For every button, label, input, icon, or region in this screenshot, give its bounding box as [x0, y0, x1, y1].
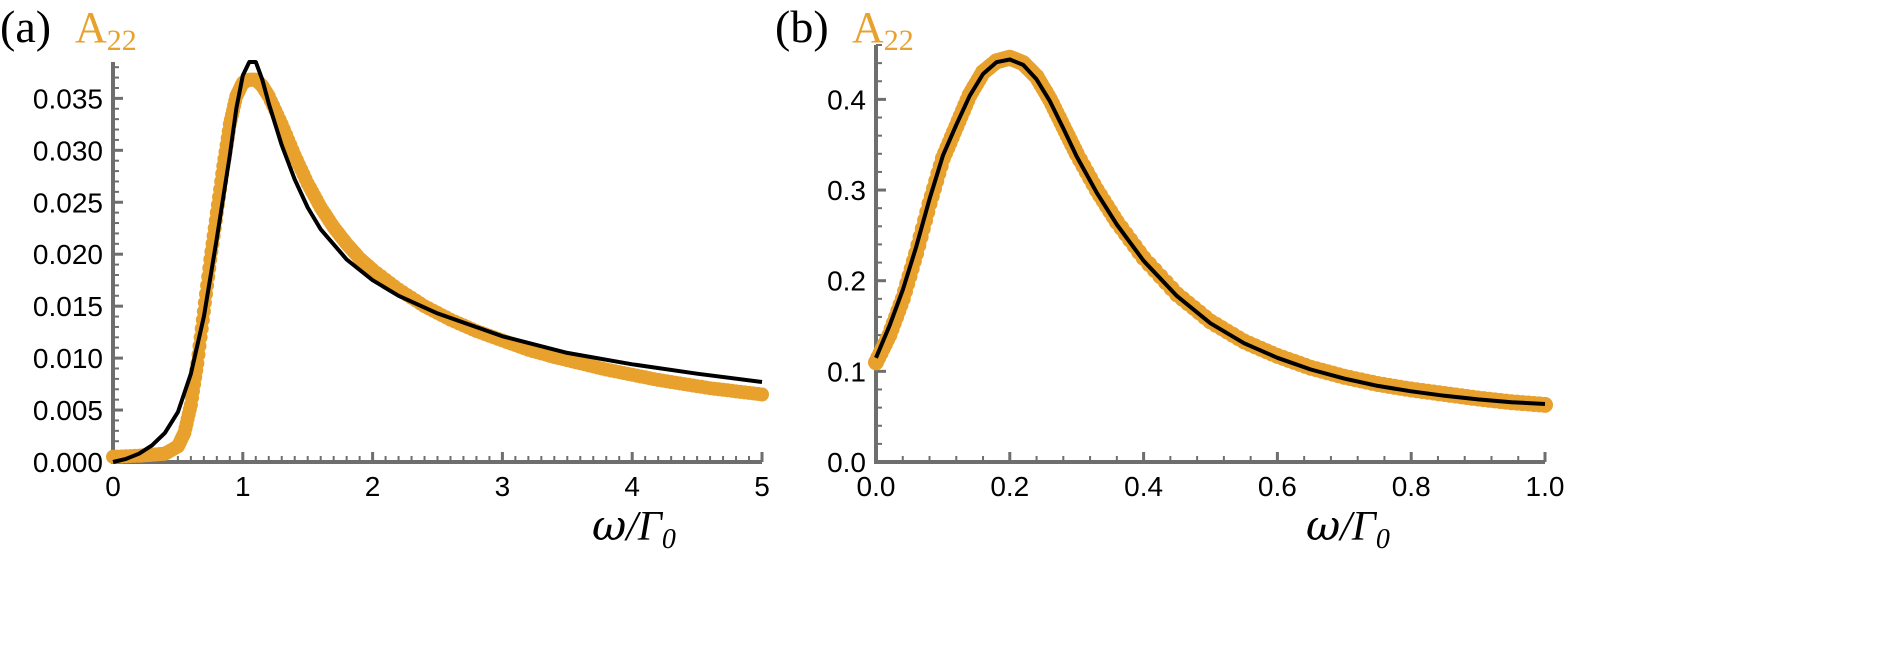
- panel-label: (a): [0, 1, 51, 52]
- x-axis-label-slash: /: [624, 504, 641, 550]
- y-tick-label: 0.1: [827, 356, 866, 387]
- fit-line: [874, 57, 1546, 406]
- x-axis-label-omega: ω: [592, 501, 626, 550]
- x-axis-label: ω/Γ0: [592, 501, 676, 555]
- x-axis-label-omega: ω: [1306, 501, 1340, 550]
- panel-label: (b): [775, 1, 829, 52]
- x-axis-label-subscript: 0: [662, 524, 676, 555]
- y-axis-label-subscript: 22: [107, 24, 137, 57]
- data-point: [1537, 396, 1553, 413]
- data-point: [755, 387, 769, 402]
- y-axis-label-main: A: [852, 3, 884, 52]
- y-tick-label: 0.020: [33, 239, 103, 270]
- y-tick-label: 0.0: [827, 447, 866, 478]
- y-tick-label: 0.4: [827, 84, 866, 115]
- x-tick-label: 1: [235, 471, 251, 502]
- x-tick-label: 0.8: [1392, 471, 1431, 502]
- y-tick-label: 0.030: [33, 135, 103, 166]
- x-tick-label: 3: [495, 471, 511, 502]
- y-axis-label-main: A: [75, 3, 107, 52]
- y-axis-label: A22: [75, 3, 137, 57]
- panel-a: (a) A22 0.000 0.005 0.010 0.015 0.020 0.025 0.03…: [0, 1, 770, 555]
- y-axis-label: A22: [852, 3, 914, 57]
- x-tick-label: 4: [624, 471, 640, 502]
- y-tick-label: 0.000: [33, 447, 103, 478]
- y-axis-label-subscript: 22: [884, 24, 914, 57]
- y-tick-label: 0.005: [33, 395, 103, 426]
- panel-b: (b) A22 0.0 0.1 0.2 0.3 0.4 0.0 0.2 0.4 0.6 0.8 1.0 ω…: [775, 1, 1564, 555]
- x-axis-label: ω/Γ0: [1306, 501, 1390, 555]
- y-tick-label: 0.3: [827, 175, 866, 206]
- x-axis-label-slash: /: [1338, 504, 1355, 550]
- x-axis-label-subscript: 0: [1376, 524, 1390, 555]
- x-tick-label: 0.0: [857, 471, 896, 502]
- x-axis-label-gamma: Γ: [1351, 504, 1378, 550]
- y-tick-label: 0.025: [33, 187, 103, 218]
- fit-line: [112, 60, 763, 464]
- x-tick-label: 2: [365, 471, 381, 502]
- dots-series: [106, 72, 769, 464]
- x-tick-label: 0.2: [990, 471, 1029, 502]
- x-tick-label: 0.4: [1124, 471, 1163, 502]
- y-tick-label: 0.035: [33, 83, 103, 114]
- x-tick-label: 0: [105, 471, 121, 502]
- x-tick-label: 5: [754, 471, 770, 502]
- y-tick-label: 0.2: [827, 266, 866, 297]
- x-tick-label: 1.0: [1526, 471, 1565, 502]
- y-tick-label: 0.015: [33, 291, 103, 322]
- y-tick-label: 0.010: [33, 343, 103, 374]
- dots-series: [868, 49, 1553, 413]
- x-axis-label-gamma: Γ: [637, 504, 664, 550]
- x-tick-label: 0.6: [1258, 471, 1297, 502]
